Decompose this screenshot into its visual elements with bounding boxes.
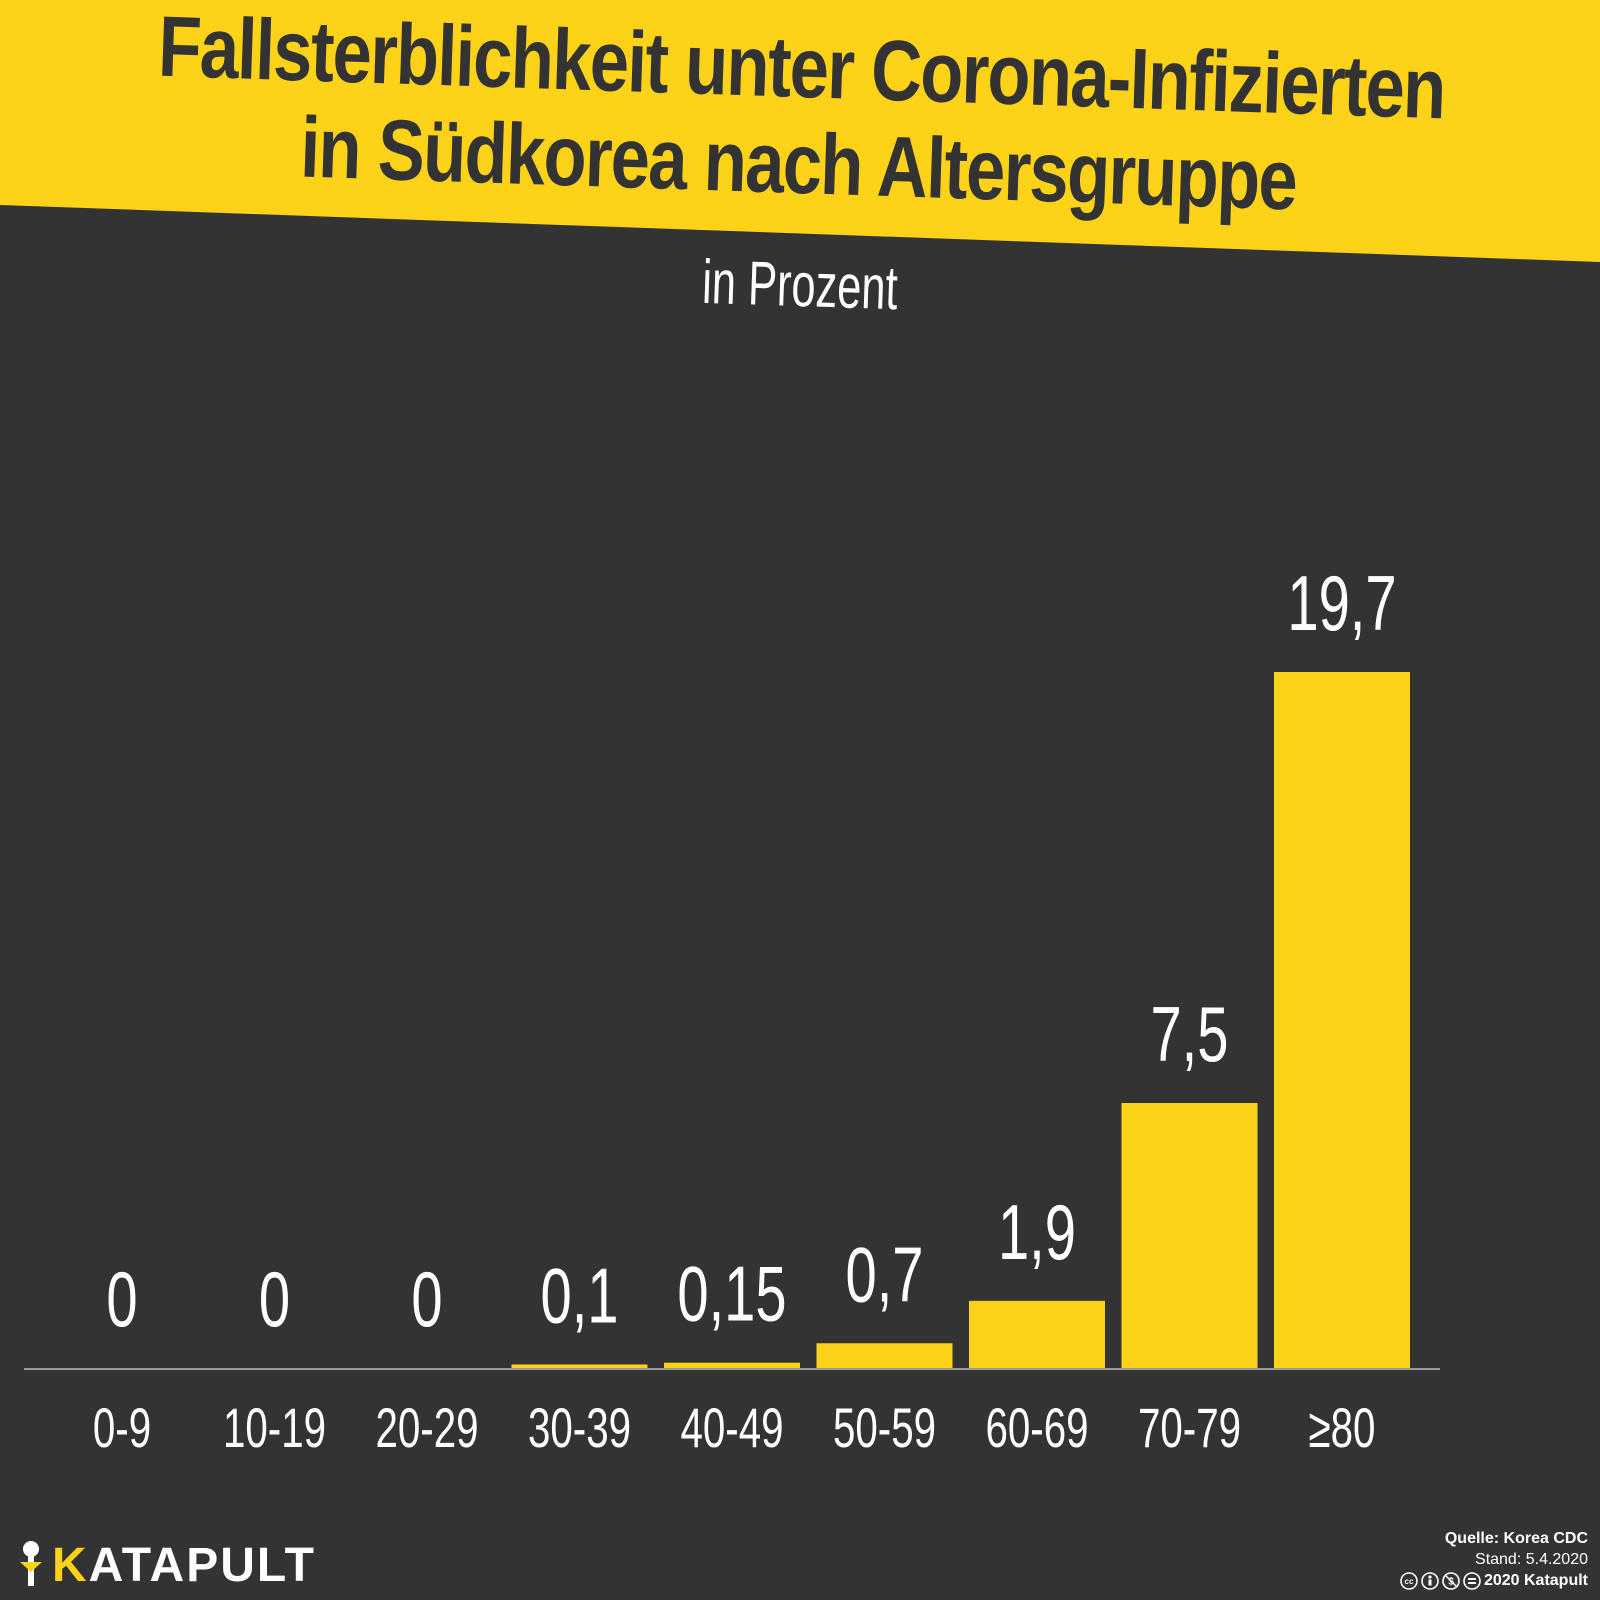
cc-icon: cc xyxy=(1400,1571,1418,1590)
value-label-≥80: 19,7 xyxy=(1287,560,1396,647)
value-label-10-19: 0 xyxy=(259,1256,290,1343)
category-label-40-49: 40-49 xyxy=(680,1398,783,1460)
value-label-0-9: 0 xyxy=(106,1256,137,1343)
category-label-≥80: ≥80 xyxy=(1309,1398,1376,1460)
bar-≥80 xyxy=(1274,672,1410,1368)
category-label-50-59: 50-59 xyxy=(833,1398,936,1460)
bar-60-69 xyxy=(969,1300,1105,1368)
title-banner xyxy=(0,0,1600,262)
category-label-10-19: 10-19 xyxy=(223,1398,326,1460)
value-labels-group: 0 0 0 0,1 0,15 0,7 1,9 7,5 19,7 xyxy=(106,560,1396,1343)
by-icon xyxy=(1421,1571,1439,1590)
value-label-70-79: 7,5 xyxy=(1150,991,1228,1078)
logo-wordmark: ATAPULT xyxy=(88,1538,316,1592)
svg-text:cc: cc xyxy=(1405,1577,1414,1586)
nd-icon xyxy=(1463,1571,1481,1590)
category-labels-group: 0-9 10-19 20-29 30-39 40-49 50-59 60-69 70-79 ≥8… xyxy=(93,1398,1376,1460)
category-label-30-39: 30-39 xyxy=(528,1398,631,1460)
source-text: Quelle: Korea CDC xyxy=(1444,1530,1588,1547)
bar-50-59 xyxy=(816,1343,953,1368)
value-label-50-59: 0,7 xyxy=(845,1231,923,1318)
katapult-logo: KATAPULT xyxy=(16,1535,316,1595)
value-label-20-29: 0 xyxy=(411,1256,442,1343)
credits-block: Quelle: Korea CDC Stand: 5.4.2020 cc $ 2… xyxy=(1400,1528,1588,1591)
date-text: Stand: 5.4.2020 xyxy=(1475,1551,1588,1568)
category-label-70-79: 70-79 xyxy=(1138,1398,1241,1460)
value-label-60-69: 1,9 xyxy=(998,1189,1076,1276)
category-label-0-9: 0-9 xyxy=(93,1398,151,1460)
value-label-40-49: 0,15 xyxy=(677,1251,786,1338)
bar-40-49 xyxy=(664,1362,800,1368)
logo-letter-k: K xyxy=(52,1538,89,1592)
nc-icon: $ xyxy=(1442,1571,1460,1590)
catapult-icon xyxy=(20,1541,42,1586)
category-label-60-69: 60-69 xyxy=(985,1398,1088,1460)
copyright-text: 2020 Katapult xyxy=(1483,1572,1588,1589)
value-label-30-39: 0,1 xyxy=(540,1252,618,1339)
category-label-20-29: 20-29 xyxy=(375,1398,478,1460)
bar-70-79 xyxy=(1121,1103,1258,1368)
bars-group xyxy=(511,672,1410,1368)
bar-30-39 xyxy=(511,1364,648,1368)
